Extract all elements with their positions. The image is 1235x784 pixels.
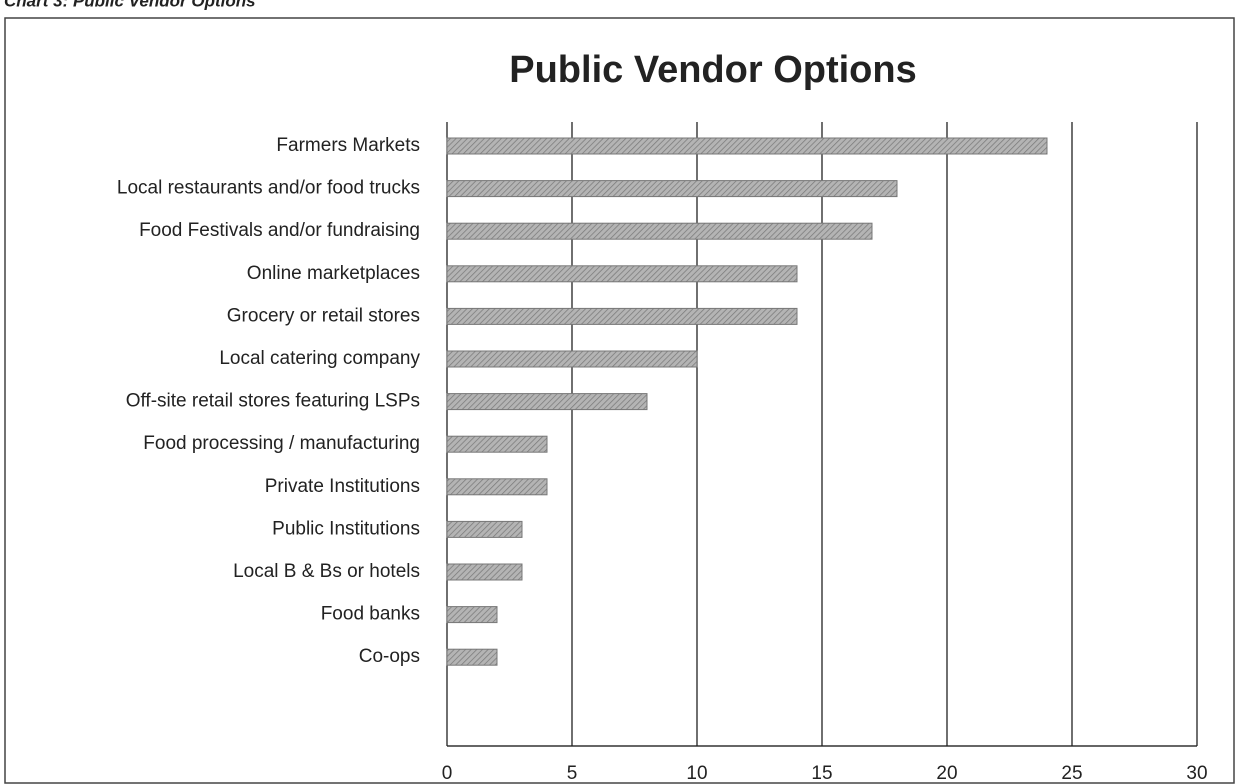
bar: [446, 222, 873, 240]
y-tick-label: Online marketplaces: [247, 263, 420, 284]
bar: [446, 137, 1048, 155]
bar: [446, 393, 648, 411]
bar: [446, 435, 548, 453]
bar: [446, 520, 523, 538]
y-tick-label: Farmers Markets: [276, 135, 420, 156]
bar: [446, 606, 498, 624]
bar: [446, 478, 548, 496]
y-tick-label: Local restaurants and/or food trucks: [117, 178, 420, 199]
x-tick-label: 25: [1061, 763, 1082, 784]
caption: Chart 3: Public Vendor Options: [4, 0, 256, 10]
x-tick-label: 0: [442, 763, 453, 784]
chart-border: [4, 17, 1235, 784]
y-tick-label: Private Institutions: [265, 476, 420, 497]
y-tick-label: Food Festivals and/or fundraising: [139, 220, 420, 241]
y-tick-label: Local catering company: [219, 348, 420, 369]
x-tick-label: 15: [811, 763, 832, 784]
x-tick-label: 5: [567, 763, 578, 784]
bar: [446, 265, 798, 283]
y-tick-label: Food processing / manufacturing: [143, 433, 420, 454]
x-tick-label: 30: [1186, 763, 1207, 784]
y-tick-label: Co-ops: [359, 646, 420, 667]
x-tick-label: 10: [686, 763, 707, 784]
y-tick-label: Off-site retail stores featuring LSPs: [126, 391, 420, 412]
bar: [446, 307, 798, 325]
y-tick-label: Food banks: [321, 604, 420, 625]
y-tick-label: Grocery or retail stores: [227, 305, 420, 326]
x-tick-label: 20: [936, 763, 957, 784]
bar: [446, 350, 698, 368]
bar: [446, 563, 523, 581]
chart-title: Public Vendor Options: [509, 49, 916, 91]
bar: [446, 648, 498, 666]
y-tick-label: Local B & Bs or hotels: [233, 561, 420, 582]
bar: [446, 180, 898, 198]
y-tick-label: Public Institutions: [272, 518, 420, 539]
